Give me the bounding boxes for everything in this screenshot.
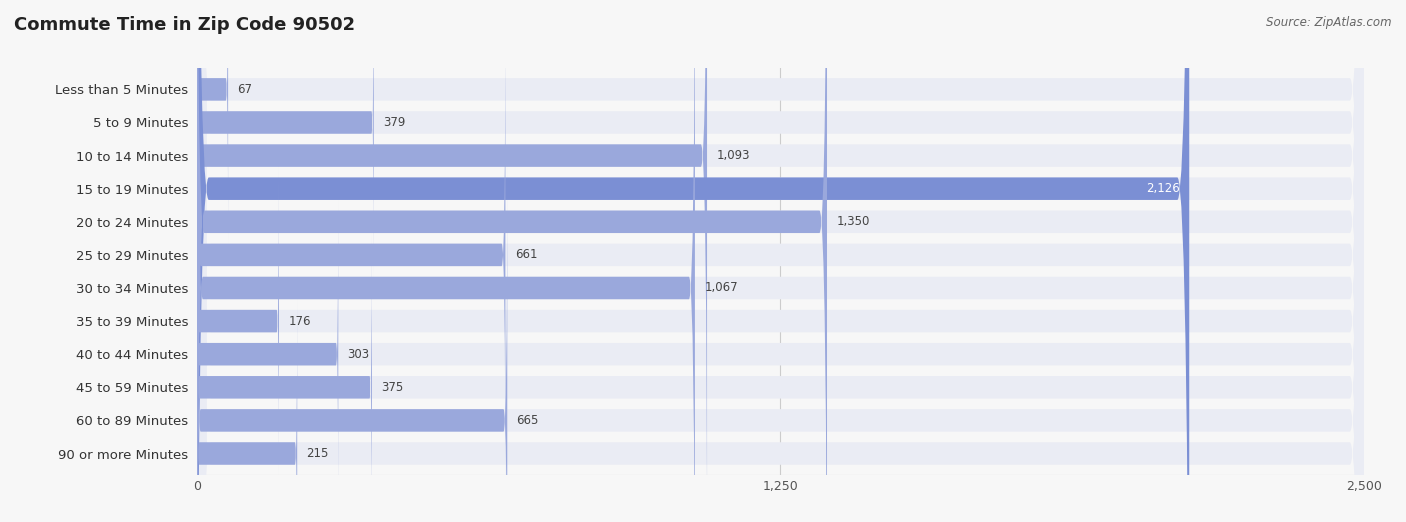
FancyBboxPatch shape xyxy=(197,0,1189,522)
Text: 665: 665 xyxy=(516,414,538,427)
FancyBboxPatch shape xyxy=(197,167,278,476)
FancyBboxPatch shape xyxy=(197,4,505,506)
FancyBboxPatch shape xyxy=(197,0,1364,522)
FancyBboxPatch shape xyxy=(197,200,339,508)
FancyBboxPatch shape xyxy=(197,0,1364,522)
FancyBboxPatch shape xyxy=(197,0,1364,522)
Text: 176: 176 xyxy=(288,315,311,328)
FancyBboxPatch shape xyxy=(197,0,1364,522)
FancyBboxPatch shape xyxy=(197,0,1364,522)
FancyBboxPatch shape xyxy=(197,0,1364,522)
FancyBboxPatch shape xyxy=(197,0,1364,522)
FancyBboxPatch shape xyxy=(197,0,1364,522)
FancyBboxPatch shape xyxy=(197,0,374,277)
Text: 379: 379 xyxy=(382,116,405,129)
Text: Commute Time in Zip Code 90502: Commute Time in Zip Code 90502 xyxy=(14,16,356,33)
FancyBboxPatch shape xyxy=(197,299,297,522)
FancyBboxPatch shape xyxy=(197,0,1364,522)
Text: 1,350: 1,350 xyxy=(837,215,870,228)
FancyBboxPatch shape xyxy=(197,0,695,522)
Text: 375: 375 xyxy=(381,381,404,394)
Text: Source: ZipAtlas.com: Source: ZipAtlas.com xyxy=(1267,16,1392,29)
FancyBboxPatch shape xyxy=(197,233,373,522)
Text: 67: 67 xyxy=(238,83,253,96)
FancyBboxPatch shape xyxy=(197,168,508,522)
Text: 1,093: 1,093 xyxy=(717,149,749,162)
Text: 215: 215 xyxy=(307,447,329,460)
Text: 661: 661 xyxy=(515,248,537,262)
FancyBboxPatch shape xyxy=(197,0,827,522)
Text: 303: 303 xyxy=(347,348,370,361)
FancyBboxPatch shape xyxy=(197,0,1364,522)
Text: 2,126: 2,126 xyxy=(1146,182,1180,195)
FancyBboxPatch shape xyxy=(197,0,228,244)
FancyBboxPatch shape xyxy=(197,0,707,522)
FancyBboxPatch shape xyxy=(197,0,1364,522)
FancyBboxPatch shape xyxy=(197,0,1364,522)
Text: 1,067: 1,067 xyxy=(704,281,738,294)
